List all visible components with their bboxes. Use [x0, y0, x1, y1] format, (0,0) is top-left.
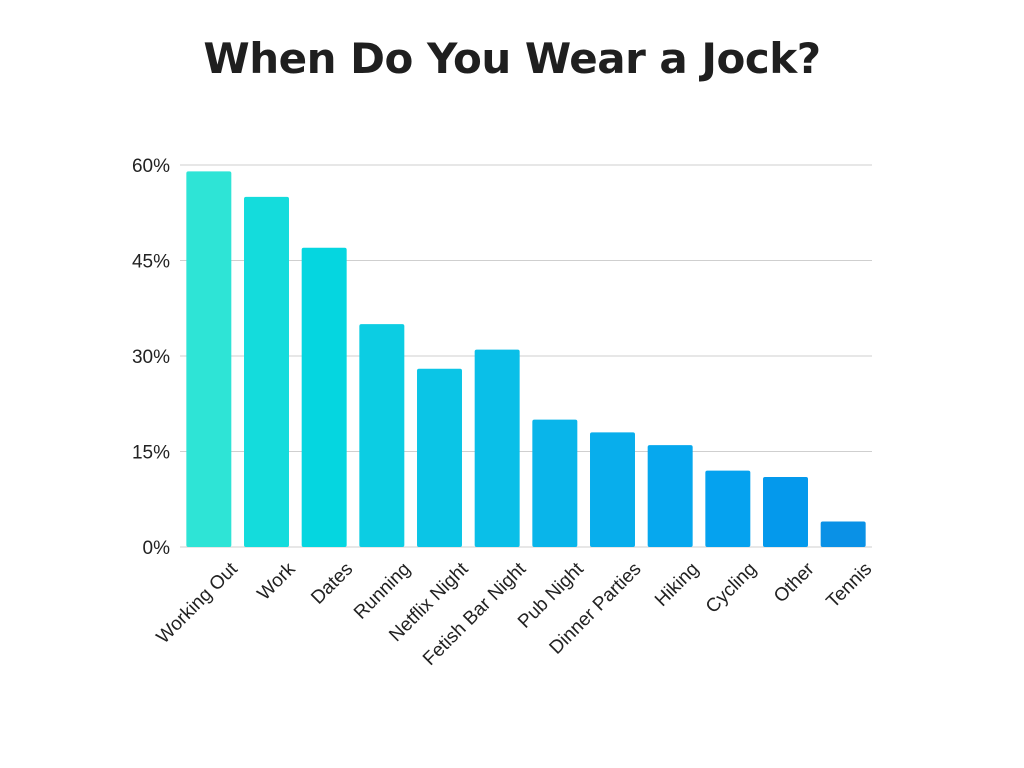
bar-hiking — [647, 445, 693, 547]
x-category-label: Cycling — [702, 559, 761, 618]
bar-pub-night — [532, 419, 578, 547]
bar-tennis — [820, 521, 866, 547]
bars — [186, 171, 866, 548]
x-category-label: Hiking — [651, 559, 703, 611]
x-category-label: Fetish Bar Night — [419, 558, 531, 670]
y-tick-label: 60% — [132, 156, 170, 177]
bar-netflix-night — [417, 368, 462, 547]
x-category-label: Tennis — [823, 559, 877, 613]
y-tick-label: 30% — [132, 347, 170, 368]
bar-dinner-parties — [590, 432, 635, 547]
y-axis-ticks: 0% 15% 30% 45% 60% — [132, 156, 170, 559]
bar-fetish-bar-night — [474, 349, 520, 547]
bar-running — [359, 324, 405, 547]
x-category-label: Work — [254, 558, 300, 604]
bar-other — [763, 476, 808, 547]
x-category-label: Working Out — [153, 558, 243, 648]
chart-title: When Do You Wear a Jock? — [203, 34, 821, 83]
x-category-label: Other — [770, 558, 819, 607]
bar-cycling — [705, 470, 751, 547]
grid-lines — [180, 164, 872, 548]
y-tick-label: 15% — [132, 443, 170, 464]
x-category-label: Dates — [307, 559, 357, 609]
bar-work — [244, 196, 289, 548]
y-tick-label: 45% — [132, 252, 170, 273]
bar-working-out — [186, 171, 232, 547]
bar-dates — [301, 247, 347, 547]
y-tick-label: 0% — [143, 538, 171, 559]
